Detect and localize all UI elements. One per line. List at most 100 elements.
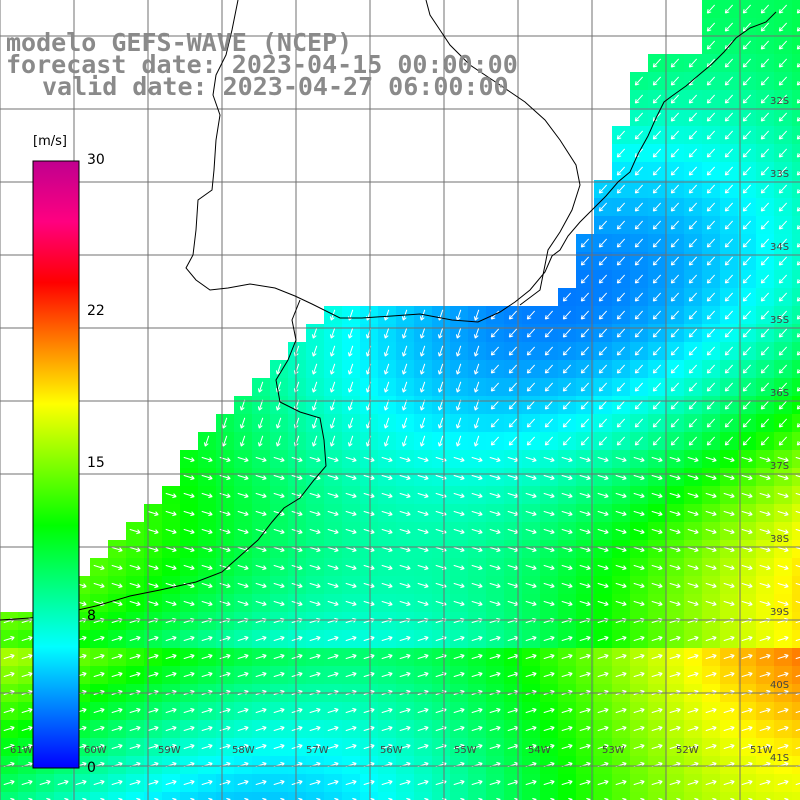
wind-arrow xyxy=(742,220,752,230)
wind-arrow xyxy=(255,492,267,499)
wind-arrow xyxy=(453,456,465,463)
wind-arrow xyxy=(363,528,375,535)
wind-arrow xyxy=(561,671,573,678)
wind-arrow xyxy=(705,600,717,607)
wind-arrow xyxy=(616,166,626,176)
wind-arrow xyxy=(543,564,555,571)
wind-arrow xyxy=(309,635,321,642)
wind-arrow xyxy=(544,310,554,320)
wind-arrow xyxy=(490,364,500,374)
wind-arrow xyxy=(453,671,465,678)
wind-arrow xyxy=(543,510,555,517)
wind-arrow xyxy=(652,94,662,104)
wind-arrow xyxy=(21,779,33,786)
wind-arrow xyxy=(615,635,627,642)
wind-arrow xyxy=(345,510,357,517)
wind-cell xyxy=(756,792,774,800)
wind-arrow xyxy=(345,707,357,714)
wind-arrow xyxy=(741,635,753,642)
wind-arrow xyxy=(580,238,590,248)
wind-arrow xyxy=(795,674,800,678)
wind-arrow xyxy=(633,564,645,571)
wind-arrow xyxy=(237,779,249,786)
wind-arrow xyxy=(796,333,800,338)
wind-arrow xyxy=(381,564,393,571)
wind-arrow xyxy=(652,328,662,338)
wind-arrow xyxy=(616,292,626,302)
wind-arrow xyxy=(651,456,663,463)
wind-arrow xyxy=(615,707,627,714)
wind-arrow xyxy=(777,456,789,463)
wind-cell xyxy=(36,792,54,800)
wind-arrow xyxy=(201,492,213,499)
wind-arrow xyxy=(437,435,444,447)
wind-arrow xyxy=(706,436,716,446)
wind-cell xyxy=(0,792,18,800)
wind-arrow xyxy=(795,656,800,660)
wind-arrow xyxy=(580,400,590,410)
wind-arrow xyxy=(741,474,753,481)
wind-arrow xyxy=(742,184,752,194)
wind-arrow xyxy=(760,166,770,176)
wind-arrow xyxy=(201,456,213,463)
wind-arrow xyxy=(597,779,609,786)
wind-cell xyxy=(162,792,180,800)
wind-arrow xyxy=(363,474,375,481)
wind-arrow xyxy=(255,743,267,750)
wind-arrow xyxy=(453,474,465,481)
wind-arrow xyxy=(598,400,608,410)
wind-arrow xyxy=(309,492,321,499)
wind-arrow xyxy=(579,492,591,499)
wind-arrow xyxy=(381,582,393,589)
wind-arrow xyxy=(291,510,303,517)
wind-arrow xyxy=(237,671,249,678)
wind-arrow xyxy=(255,510,267,517)
wind-cell xyxy=(144,792,162,800)
wind-arrow xyxy=(760,76,770,86)
wind-arrow xyxy=(129,671,141,678)
wind-arrow xyxy=(742,256,752,266)
wind-arrow xyxy=(381,600,393,607)
wind-arrow xyxy=(616,328,626,338)
wind-arrow xyxy=(165,725,177,732)
wind-arrow xyxy=(257,381,264,393)
wind-arrow xyxy=(363,492,375,499)
wind-arrow xyxy=(437,381,444,393)
wind-arrow xyxy=(634,112,644,122)
wind-cell xyxy=(792,396,800,414)
wind-arrow xyxy=(543,707,555,714)
wind-arrow xyxy=(508,436,518,446)
wind-arrow xyxy=(381,492,393,499)
wind-arrow xyxy=(543,779,555,786)
wind-arrow xyxy=(383,363,390,375)
wind-arrow xyxy=(383,345,390,357)
wind-cell xyxy=(792,324,800,342)
wind-arrow xyxy=(543,725,555,732)
wind-arrow xyxy=(311,435,318,447)
wind-arrow xyxy=(579,743,591,750)
wind-arrow xyxy=(219,671,231,678)
wind-arrow xyxy=(327,564,339,571)
wind-cell xyxy=(468,792,486,800)
wind-arrow xyxy=(741,492,753,499)
wind-arrow xyxy=(796,261,800,266)
wind-arrow xyxy=(129,564,141,571)
wind-arrow xyxy=(183,743,195,750)
wind-arrow xyxy=(273,510,285,517)
wind-arrow xyxy=(778,220,788,230)
wind-arrow xyxy=(742,382,752,392)
wind-arrow xyxy=(759,635,771,642)
wind-arrow xyxy=(705,528,717,535)
wind-arrow xyxy=(796,45,800,50)
wind-arrow xyxy=(724,382,734,392)
wind-arrow xyxy=(21,671,33,678)
wind-arrow xyxy=(706,274,716,284)
wind-cell xyxy=(738,792,756,800)
wind-arrow xyxy=(201,564,213,571)
wind-arrow xyxy=(778,364,788,374)
wind-arrow xyxy=(598,310,608,320)
wind-arrow xyxy=(291,671,303,678)
wind-arrow xyxy=(311,345,318,357)
wind-arrow xyxy=(580,364,590,374)
wind-arrow xyxy=(777,707,789,714)
